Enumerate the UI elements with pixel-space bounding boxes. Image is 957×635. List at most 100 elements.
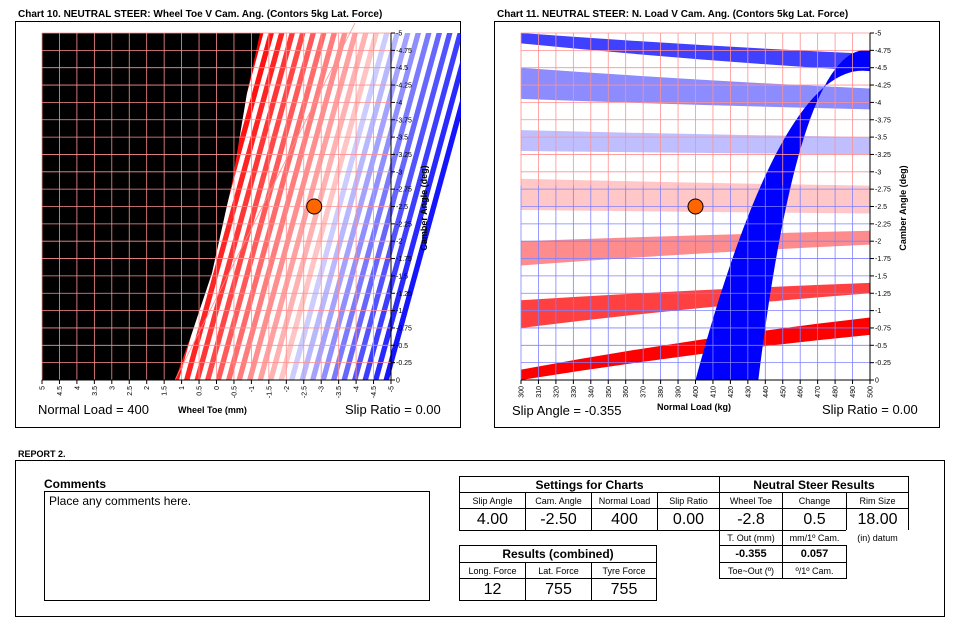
chart11-y-tick-label: -4.75 <box>875 48 891 55</box>
results-header-lat-force: Lat. Force <box>525 562 592 579</box>
chart11-y-tick-label: -0.75 <box>875 325 891 332</box>
neutral-title: Neutral Steer Results <box>719 476 909 493</box>
chart11-x-tick-label: 310 <box>536 386 543 398</box>
chart11-y-tick-label: -0.25 <box>875 360 891 367</box>
results-title: Results (combined) <box>459 545 657 563</box>
chart11-y-tick-label: -1.5 <box>875 273 887 280</box>
chart10-y-tick-label: -2 <box>396 239 402 246</box>
chart11-x-tick-label: 330 <box>571 386 578 398</box>
chart10-x-tick-label: 1.5 <box>162 386 169 396</box>
chart11-x-tick-label: 320 <box>553 386 560 398</box>
chart11-x-tick-label: 360 <box>623 386 630 398</box>
chart10-x-tick-label: -2.5 <box>301 386 308 398</box>
settings-slip-angle-value[interactable]: 4.00 <box>459 508 526 531</box>
neutral-header-wheel-toe: Wheel Toe <box>719 492 783 509</box>
chart11-y-tick-label: -3.5 <box>875 135 887 142</box>
chart11-y-axis-label: Camber Angle (deg) <box>898 165 908 251</box>
chart11-y-tick-label: -1.75 <box>875 256 891 263</box>
settings-title: Settings for Charts <box>459 476 720 493</box>
chart11-y-tick-label: -2.5 <box>875 204 887 211</box>
chart10-x-tick-label: -2 <box>284 386 291 392</box>
results-long-force-value: 12 <box>459 578 526 601</box>
chart10-x-tick-label: -4.5 <box>371 386 378 398</box>
chart10-y-tick-label: -4.25 <box>396 83 412 90</box>
chart10-plot: 5 4.5 4 3.5 3 2.5 2 1.5 1 0.5 0 -0.5 -1 -1.5 -2 -2.5 -3 -… <box>40 22 461 398</box>
chart11-x-tick-label: 400 <box>693 386 700 398</box>
chart10-normal-load-label: Normal Load = 400 <box>38 402 149 417</box>
settings-normal-load-value[interactable]: 400 <box>591 508 658 531</box>
neutral-header-rim-size: Rim Size <box>846 492 909 509</box>
chart11-x-tick-label: 350 <box>606 386 613 398</box>
chart10-y-tick-label: -0.75 <box>396 325 412 332</box>
chart11-operating-point <box>687 198 704 215</box>
results-tyre-force-value: 755 <box>591 578 657 601</box>
chart10-x-tick-label: 2 <box>144 386 151 390</box>
settings-header-cam-angle: Cam. Angle <box>525 492 592 509</box>
neutral-unit-mm-per-cam: mm/1º Cam. <box>782 530 847 546</box>
chart11-x-tick-label: 340 <box>588 386 595 398</box>
chart11-y-tick-label: -2.75 <box>875 187 891 194</box>
chart11-y-tick-label: -3 <box>875 169 881 176</box>
chart11-x-tick-label: 450 <box>780 386 787 398</box>
chart11-slip-ratio-label: Slip Ratio = 0.00 <box>822 402 918 417</box>
neutral-deg-per-cam-value: 0.057 <box>782 545 847 563</box>
neutral-unit-toe-out-mm: T. Out (mm) <box>719 530 783 546</box>
settings-header-slip-angle: Slip Angle <box>459 492 526 509</box>
chart11-y-tick-label: -2 <box>875 239 881 246</box>
chart11-y-tick-label: -1 <box>875 308 881 315</box>
comments-box[interactable]: Place any comments here. <box>44 491 430 601</box>
chart11-x-tick-label: 470 <box>815 386 822 398</box>
chart11-x-tick-label: 440 <box>763 386 770 398</box>
chart10-y-tick-label: -3.5 <box>396 135 408 142</box>
chart11-x-tick-label: 300 <box>519 386 526 398</box>
chart10-x-tick-label: -4 <box>354 386 361 392</box>
neutral-rim-size-value[interactable]: 18.00 <box>846 508 909 531</box>
chart10-y-tick-label: -1.75 <box>396 256 412 263</box>
chart10-y-tick-label: -4.5 <box>396 65 408 72</box>
chart10-x-tick-label: -5 <box>389 386 396 392</box>
chart10-title: Chart 10. NEUTRAL STEER: Wheel Toe V Cam… <box>18 9 383 20</box>
chart10-y-tick-label: -3 <box>396 169 402 176</box>
chart10-x-tick-label: 4.5 <box>57 386 64 396</box>
chart11-x-tick-label: 390 <box>676 386 683 398</box>
chart11-x-tick-label: 480 <box>833 386 840 398</box>
chart10-x-tick-label: -0.5 <box>231 386 238 398</box>
neutral-change-value: 0.5 <box>782 508 847 531</box>
settings-slip-ratio-value[interactable]: 0.00 <box>657 508 720 531</box>
chart10-x-tick-label: 3 <box>109 386 116 390</box>
settings-header-slip-ratio: Slip Ratio <box>657 492 720 509</box>
chart10-slip-ratio-label: Slip Ratio = 0.00 <box>345 402 441 417</box>
neutral-header-change: Change <box>782 492 847 509</box>
chart11-x-tick-label: 460 <box>798 386 805 398</box>
neutral-wheel-toe-value: -2.8 <box>719 508 783 531</box>
neutral-unit-deg-per-cam: º/1º Cam. <box>782 562 847 579</box>
chart11-y-tick-label: 0 <box>875 378 879 385</box>
chart11-x-tick-label: 410 <box>710 386 717 398</box>
chart11-y-tick-label: -4.25 <box>875 83 891 90</box>
chart10-x-tick-label: 3.5 <box>92 386 99 396</box>
settings-cam-angle-value[interactable]: -2.50 <box>525 508 592 531</box>
chart10-y-tick-label: -2.75 <box>396 187 412 194</box>
chart11-x-tick-label: 500 <box>868 386 875 398</box>
chart10-y-tick-label: -5 <box>396 31 402 38</box>
chart11-y-tick-label: -3.25 <box>875 152 891 159</box>
comments-title: Comments <box>44 477 107 491</box>
report-title: REPORT 2. <box>18 449 66 459</box>
chart10-x-tick-label: 2.5 <box>127 386 134 396</box>
chart11-y-tick-label: -1.25 <box>875 291 891 298</box>
chart10-y-tick-label: 0 <box>396 378 400 385</box>
settings-header-normal-load: Normal Load <box>591 492 658 509</box>
chart10-y-tick-label: -3.75 <box>396 117 412 124</box>
chart10-y-tick-label: -2.5 <box>396 204 408 211</box>
chart10-y-tick-label: -4.75 <box>396 48 412 55</box>
chart10-x-tick-label: -1 <box>249 386 256 392</box>
chart11-x-tick-label: 420 <box>728 386 735 398</box>
chart10-x-tick-label: 0.5 <box>197 386 204 396</box>
chart10-contour-band <box>383 96 461 380</box>
chart10-y-tick-label: -1 <box>396 308 402 315</box>
chart11-y-tick-label: -4 <box>875 100 881 107</box>
chart11-y-tick-label: -4.5 <box>875 65 887 72</box>
chart11-y-tick-label: -3.75 <box>875 117 891 124</box>
chart10-boundary-line <box>174 22 356 381</box>
chart10-y-axis-label: Camber Angle (deg) <box>419 165 429 251</box>
